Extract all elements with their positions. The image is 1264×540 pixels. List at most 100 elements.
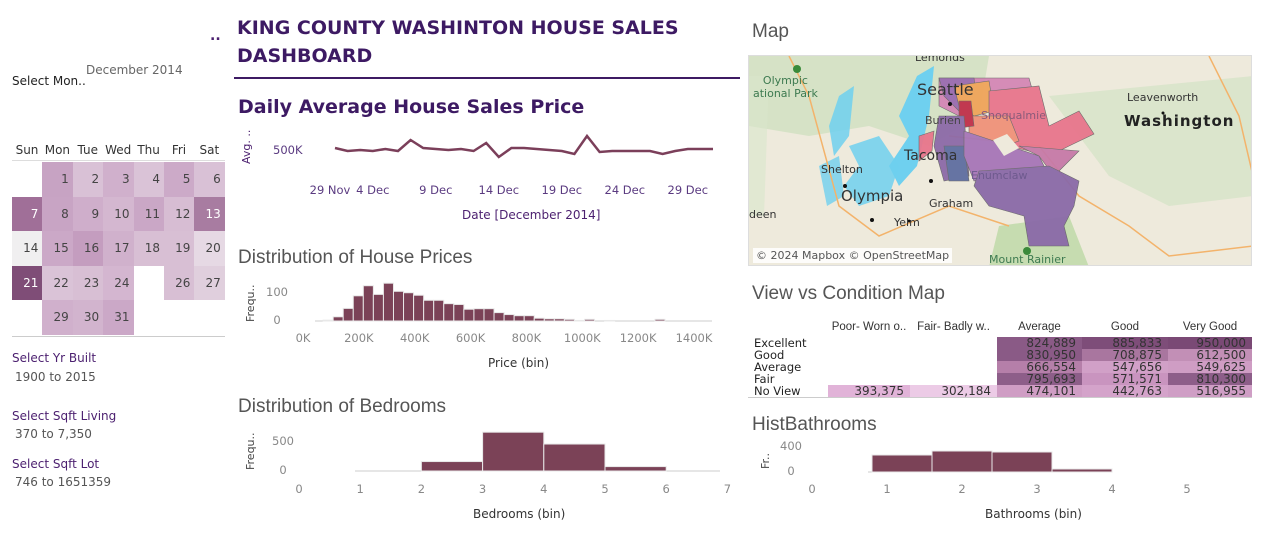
heatmap-cell[interactable]: 666,554 [997, 361, 1082, 373]
heatmap-cell[interactable]: 547,656 [1082, 361, 1168, 373]
calendar-day[interactable]: 29 [42, 300, 73, 335]
calendar-day[interactable]: 8 [42, 196, 73, 232]
heatmap-column-header: Very Good [1182, 321, 1238, 333]
calendar-day[interactable]: 24 [103, 265, 134, 301]
map-label-tacoma: Tacoma [904, 148, 958, 164]
calendar-day[interactable]: 14 [12, 231, 43, 266]
heatmap-cell[interactable]: 442,763 [1082, 385, 1168, 397]
calendar-day[interactable]: 1 [42, 162, 73, 197]
calendar-day[interactable]: 11 [133, 196, 164, 232]
histogram-bar[interactable] [584, 318, 596, 322]
heatmap-cell[interactable]: 810,300 [1168, 373, 1252, 385]
calendar-day[interactable]: 30 [72, 300, 104, 335]
heatmap-cell[interactable]: 516,955 [1168, 385, 1252, 397]
y-tick-label: 0 [279, 463, 287, 477]
histogram-bar[interactable] [543, 443, 606, 472]
histogram-bar[interactable] [604, 466, 667, 472]
calendar-day[interactable]: 12 [164, 196, 195, 232]
line-xtick: 19 Dec [541, 183, 583, 197]
calendar-bottom-rule [12, 336, 225, 337]
heatmap-cell[interactable]: 830,950 [997, 349, 1082, 361]
weekday-header-tue: Tue [77, 143, 99, 157]
map-canvas [749, 56, 1251, 265]
calendar-day[interactable]: 15 [42, 231, 73, 266]
weekday-header-sun: Sun [15, 143, 39, 157]
map-view[interactable]: Olympic ational Park Seattle Leavenworth … [748, 55, 1252, 266]
histogram-bar[interactable] [482, 431, 545, 472]
calendar-day[interactable]: 5 [164, 162, 195, 197]
calendar-day[interactable]: 3 [103, 162, 134, 197]
calendar-day[interactable]: 22 [42, 265, 73, 301]
map-label-yelm: Yelm [894, 216, 920, 229]
calendar-day[interactable]: 6 [194, 162, 225, 197]
histogram-bar[interactable] [871, 454, 933, 473]
heatmap-cell[interactable]: 795,693 [997, 373, 1082, 385]
calendar-day[interactable]: 13 [194, 196, 225, 232]
map-attribution[interactable]: © 2024 Mapbox © OpenStreetMap [753, 248, 953, 263]
map-label-snoqualmie: Snoqualmie [981, 109, 1046, 122]
calendar-day[interactable]: 17 [103, 231, 134, 266]
price-hist-title: Distribution of House Prices [238, 247, 473, 268]
line-xtick: 24 Dec [604, 183, 646, 197]
calendar-day[interactable]: 26 [164, 265, 195, 301]
heatmap-cell[interactable]: 885,833 [1082, 337, 1168, 349]
histogram-bar[interactable] [1051, 468, 1113, 473]
heatmap-title: View vs Condition Map [752, 283, 945, 304]
histogram-bar[interactable] [931, 450, 993, 473]
calendar-day[interactable]: 10 [103, 196, 134, 232]
y-tick-label: 500 [272, 434, 294, 448]
heatmap-cell[interactable]: 549,625 [1168, 361, 1252, 373]
line-chart-xlabel: Date [December 2014] [462, 208, 601, 222]
calendar-day[interactable]: 2 [72, 162, 104, 197]
heatmap-cell[interactable]: 708,875 [1082, 349, 1168, 361]
map-label-seattle: Seattle [917, 80, 974, 99]
heatmap-cell[interactable]: 393,375 [828, 385, 910, 397]
map-label-shelton: Shelton [821, 163, 863, 176]
calendar-day[interactable]: 23 [72, 265, 104, 301]
sqft-living-filter-value[interactable]: 370 to 7,350 [15, 427, 92, 441]
heatmap-cell[interactable]: 612,500 [1168, 349, 1252, 361]
heatmap-cell[interactable]: 302,184 [910, 385, 997, 397]
heatmap-cell[interactable]: 474,101 [997, 385, 1082, 397]
price-hist-xlabel: Price (bin) [488, 356, 550, 370]
line-xtick: 9 Dec [419, 183, 453, 197]
dashboard-title-line1: KING COUNTY WASHINTON HOUSE SALES [237, 17, 679, 39]
calendar-day[interactable]: 20 [194, 231, 225, 266]
calendar-day[interactable]: 18 [133, 231, 164, 266]
y-tick-label: 0 [273, 313, 281, 327]
x-tick-label: 800K [511, 331, 542, 345]
calendar-day[interactable]: 7 [12, 196, 43, 232]
map-label-olympic: Olympic ational Park [753, 74, 818, 100]
x-tick-label: 4 [540, 482, 548, 496]
sqft-lot-filter-value[interactable]: 746 to 1651359 [15, 475, 112, 489]
calendar-day[interactable]: 19 [164, 231, 195, 266]
heatmap-cell[interactable]: 571,571 [1082, 373, 1168, 385]
yr-built-filter-value[interactable]: 1900 to 2015 [15, 370, 96, 384]
calendar-day[interactable]: 31 [103, 300, 134, 335]
x-tick-label: 2 [958, 482, 966, 496]
x-tick-label: 5 [601, 482, 609, 496]
more-options-dots[interactable]: .. [210, 28, 221, 44]
heatmap-cell[interactable]: 950,000 [1168, 337, 1252, 349]
heatmap-column-header: Fair- Badly w.. [917, 321, 990, 333]
x-tick-label: 1200K [619, 331, 657, 345]
heatmap-cell[interactable]: 824,889 [997, 337, 1082, 349]
calendar-day[interactable]: 9 [72, 196, 104, 232]
calendar-day[interactable]: 16 [72, 231, 104, 266]
histogram-bar[interactable] [604, 319, 616, 322]
calendar-day[interactable]: 27 [194, 265, 225, 301]
x-tick-label: 3 [1033, 482, 1041, 496]
weekday-header-wed: Wed [105, 143, 132, 157]
weekday-header-thu: Thu [137, 143, 160, 157]
histogram-bar[interactable] [991, 451, 1053, 473]
calendar-day[interactable]: 4 [133, 162, 164, 197]
bedrooms-hist-title: Distribution of Bedrooms [238, 396, 447, 417]
x-tick-label: 3 [478, 482, 487, 496]
calendar-day[interactable]: 21 [12, 265, 43, 301]
month-filter-value[interactable]: December 2014 [86, 63, 183, 77]
weekday-header-mon: Mon [44, 143, 71, 157]
map-label-mount-rainier: Mount Rainier [989, 253, 1066, 266]
yr-built-filter-label: Select Yr Built [12, 351, 97, 365]
histogram-bar[interactable] [654, 318, 666, 322]
